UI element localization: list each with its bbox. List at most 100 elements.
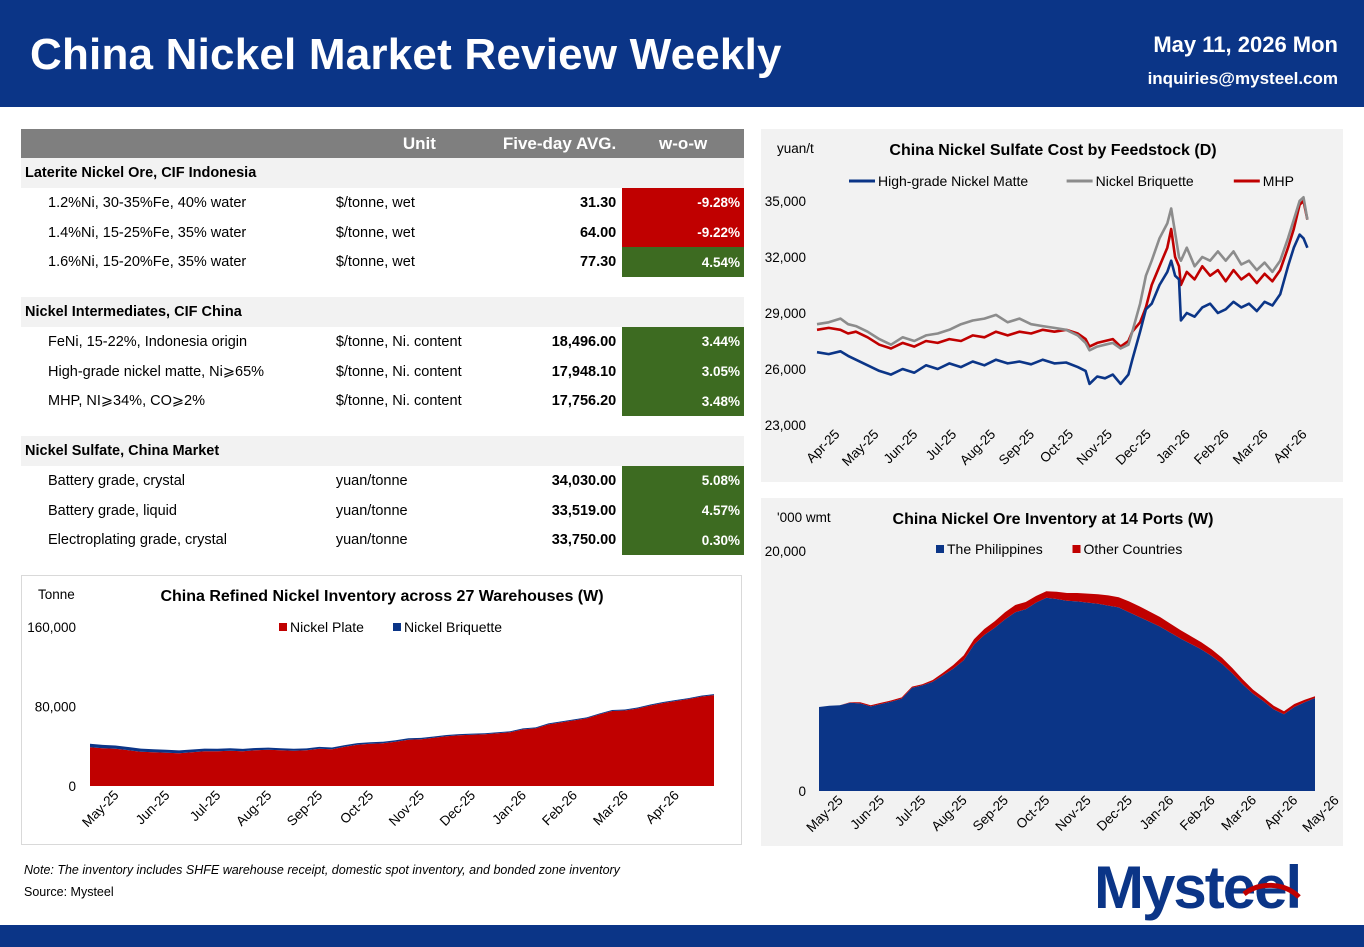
x-tick-label: Apr-26 (1270, 427, 1309, 466)
x-tick-label: Sep-25 (996, 427, 1037, 468)
x-tick-label: Oct-25 (1013, 793, 1052, 832)
row-unit: $/tonne, wet (335, 224, 415, 241)
row-avg: 33,750.00 (551, 532, 617, 549)
price-table: Unit Five-day AVG. w-o-w Laterite Nickel… (21, 129, 744, 556)
x-tick-label: Jun-25 (847, 793, 887, 833)
table-row: 1.2%Ni, 30-35%Fe, 40% water $/tonne, wet… (21, 188, 744, 218)
legend-swatch (279, 623, 287, 631)
x-tick-label: May-26 (1299, 793, 1341, 835)
contact-email[interactable]: inquiries@mysteel.com (1147, 69, 1338, 88)
header-unit: Unit (335, 129, 503, 158)
spacer-cell (21, 416, 744, 436)
refined-nickel-inventory-chart: China Refined Nickel Inventory across 27… (21, 575, 742, 845)
legend-label: Nickel Plate (290, 619, 364, 635)
chart-title: China Nickel Sulfate Cost by Feedstock (… (889, 142, 1216, 159)
sulfate-chart-svg: China Nickel Sulfate Cost by Feedstock (… (765, 141, 1310, 469)
table-spacer (21, 416, 744, 436)
row-unit: $/tonne, Ni. content (335, 333, 462, 350)
nickel-ore-inventory-chart: China Nickel Ore Inventory at 14 Ports (… (761, 498, 1343, 846)
row-wow: 3.05% (622, 356, 744, 387)
y-tick-label: 20,000 (765, 544, 806, 559)
x-tick-label: Dec-25 (1113, 427, 1154, 468)
row-unit: $/tonne, wet (335, 254, 415, 271)
legend-label: Other Countries (1084, 541, 1183, 557)
series-line-mhp (816, 199, 1309, 350)
mysteel-logo: Mysteel (1094, 854, 1302, 921)
table-row: Battery grade, crystal yuan/tonne 34,030… (21, 466, 744, 496)
y-tick-label: 35,000 (765, 194, 806, 209)
row-avg: 34,030.00 (551, 472, 617, 489)
x-tick-label: Jun-25 (881, 427, 921, 467)
x-tick-label: Apr-26 (643, 788, 682, 827)
row-avg: 31.30 (579, 194, 617, 211)
table-row: High-grade nickel matte, Ni⩾65% $/tonne,… (21, 356, 744, 387)
row-unit: yuan/tonne (335, 472, 408, 489)
row-unit: $/tonne, wet (335, 194, 415, 211)
row-name: Battery grade, liquid (48, 502, 177, 519)
section-header: Nickel Intermediates, CIF China (21, 297, 744, 328)
x-tick-label: Mar-26 (1218, 793, 1259, 834)
row-wow: 0.30% (622, 525, 744, 556)
table-row: 1.6%Ni, 15-20%Fe, 35% water $/tonne, wet… (21, 247, 744, 278)
y-tick-label: 160,000 (27, 620, 76, 635)
nickel-sulfate-cost-chart: China Nickel Sulfate Cost by Feedstock (… (761, 129, 1343, 482)
row-unit: yuan/tonne (335, 532, 408, 549)
x-tick-label: Jul-25 (187, 788, 224, 825)
x-tick-label: Jan-26 (1153, 427, 1193, 467)
x-tick-label: May-25 (79, 788, 121, 830)
x-tick-label: Aug-25 (928, 793, 969, 834)
spacer-cell (21, 277, 744, 297)
legend-swatch (936, 545, 944, 553)
series-line-high-grade-nickel-matte (816, 233, 1309, 386)
row-avg: 64.00 (579, 224, 617, 241)
row-name: Battery grade, crystal (48, 472, 185, 489)
row-wow: -9.22% (622, 217, 744, 248)
report-date: May 11, 2026 Mon (1153, 32, 1338, 57)
footer-bar (0, 925, 1364, 947)
x-tick-label: Oct-25 (1037, 427, 1076, 466)
x-tick-label: Mar-26 (590, 788, 631, 829)
section-header: Nickel Sulfate, China Market (21, 436, 744, 467)
row-avg: 33,519.00 (551, 502, 617, 519)
x-tick-label: Aug-25 (233, 788, 274, 829)
x-tick-label: Sep-25 (284, 788, 325, 829)
chart-title: China Refined Nickel Inventory across 27… (160, 588, 603, 605)
chart-title: China Nickel Ore Inventory at 14 Ports (… (893, 511, 1214, 528)
row-name: 1.4%Ni, 15-25%Fe, 35% water (48, 224, 247, 241)
row-name: High-grade nickel matte, Ni⩾65% (48, 363, 265, 380)
row-wow: 4.54% (622, 247, 744, 278)
section-header: Laterite Nickel Ore, CIF Indonesia (21, 158, 744, 188)
row-avg: 17,948.10 (551, 363, 617, 380)
series-area-the-philippines (819, 597, 1315, 791)
source-line: Source: Mysteel (24, 885, 114, 899)
series-area-other-countries (819, 591, 1315, 715)
x-tick-label: Jun-25 (133, 788, 173, 828)
table-header: Unit Five-day AVG. w-o-w (21, 129, 744, 158)
section-title: Nickel Sulfate, China Market (21, 436, 744, 467)
x-tick-label: Dec-25 (1094, 793, 1135, 834)
y-tick-label: 29,000 (765, 306, 806, 321)
header-avg: Five-day AVG. (502, 129, 623, 158)
x-tick-label: Feb-26 (539, 788, 580, 829)
x-tick-label: Nov-25 (386, 788, 427, 829)
row-avg: 17,756.20 (551, 393, 617, 410)
legend-label: Nickel Briquette (1096, 173, 1194, 189)
table-row: 1.4%Ni, 15-25%Fe, 35% water $/tonne, wet… (21, 217, 744, 248)
x-tick-label: Jan-26 (489, 788, 529, 828)
table-row: Electroplating grade, crystal yuan/tonne… (21, 525, 744, 556)
x-tick-label: Apr-26 (1261, 793, 1300, 832)
x-tick-label: Feb-26 (1177, 793, 1218, 834)
x-tick-label: May-25 (803, 793, 845, 835)
table-row: FeNi, 15-22%, Indonesia origin $/tonne, … (21, 327, 744, 357)
row-wow: 4.57% (622, 495, 744, 526)
y-axis-label: '000 wmt (777, 510, 831, 525)
x-tick-label: Mar-26 (1230, 427, 1271, 468)
x-tick-label: Sep-25 (970, 793, 1011, 834)
series-area-nickel-plate (90, 695, 714, 786)
y-tick-label: 0 (68, 779, 76, 794)
legend-label: Nickel Briquette (404, 619, 502, 635)
x-tick-label: Jul-25 (923, 427, 960, 464)
x-tick-label: Jul-25 (892, 793, 929, 830)
x-tick-label: Nov-25 (1052, 793, 1093, 834)
section-title: Laterite Nickel Ore, CIF Indonesia (21, 158, 744, 188)
